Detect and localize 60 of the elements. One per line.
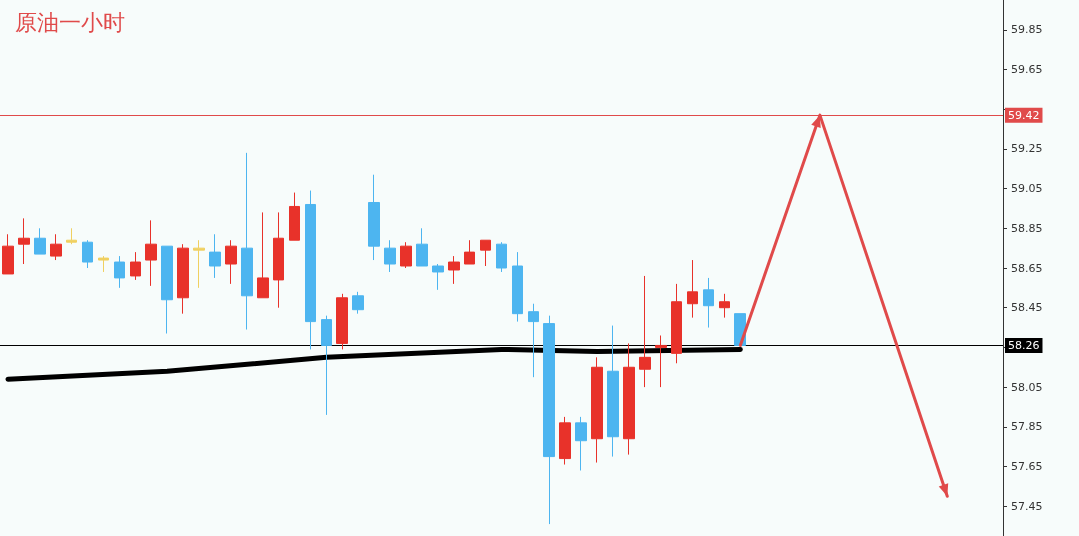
- candlestick: [528, 303, 539, 378]
- candlestick: [480, 239, 491, 267]
- candlestick: [241, 152, 253, 331]
- candlestick: [257, 211, 269, 299]
- candlestick: [18, 217, 30, 265]
- candlestick: [145, 219, 157, 287]
- candlestick: [98, 255, 109, 273]
- candlestick: [687, 259, 698, 319]
- candlestick: [336, 293, 348, 350]
- y-tick-label: 59.85: [1011, 23, 1043, 37]
- y-tick-label: 58.65: [1011, 261, 1043, 275]
- ref-line-label: 58.26: [1008, 338, 1040, 352]
- candlestick: [448, 255, 460, 285]
- candlestick: [512, 251, 523, 323]
- candlestick: [352, 291, 364, 315]
- candlestick: [50, 233, 62, 261]
- y-tick-label: 57.85: [1011, 420, 1043, 434]
- y-tick-label: 57.45: [1011, 499, 1043, 513]
- candlestick: [2, 233, 14, 275]
- candlestick: [82, 239, 93, 269]
- candlestick: [177, 243, 189, 315]
- candlestick: [368, 174, 380, 261]
- candlestick: [130, 251, 141, 281]
- y-tick-label: 58.85: [1011, 221, 1043, 235]
- y-tick-label: 58.05: [1011, 380, 1043, 394]
- candlestick: [671, 283, 682, 364]
- candlestick: [703, 277, 714, 329]
- candlestick: [209, 233, 221, 279]
- candlestick: [289, 192, 300, 241]
- ref-line-label: 59.42: [1008, 108, 1040, 122]
- y-tick-label: 58.45: [1011, 301, 1043, 315]
- candlestick: [321, 315, 332, 416]
- candlestick: [161, 245, 173, 335]
- candlestick: [543, 315, 555, 525]
- candlestick: [623, 342, 635, 456]
- y-tick-label: 59.65: [1011, 62, 1043, 76]
- candlestick: [432, 263, 444, 291]
- candlestick: [66, 227, 77, 245]
- candlestick: [400, 241, 412, 269]
- y-tick-label: 57.65: [1011, 460, 1043, 474]
- candlestick: [496, 241, 507, 273]
- candlestick: [34, 227, 46, 255]
- candlestick: [114, 255, 125, 289]
- candlestick: [273, 211, 284, 309]
- candlestick: [575, 416, 587, 471]
- candlestick: [655, 335, 667, 388]
- candlestick: [591, 356, 603, 464]
- candlestick: [464, 239, 475, 265]
- candlestick: [559, 416, 571, 466]
- candlestick: [416, 227, 428, 267]
- candlestick: [193, 239, 205, 289]
- candlestick: [305, 190, 316, 350]
- candlestick: [639, 275, 651, 388]
- y-tick-label: 59.05: [1011, 182, 1043, 196]
- chart-title: 原油一小时: [15, 9, 125, 35]
- candlestick: [384, 239, 396, 273]
- y-tick-label: 59.25: [1011, 142, 1043, 156]
- candlestick: [719, 293, 730, 319]
- candlestick: [607, 325, 619, 458]
- candlestick: [225, 239, 237, 285]
